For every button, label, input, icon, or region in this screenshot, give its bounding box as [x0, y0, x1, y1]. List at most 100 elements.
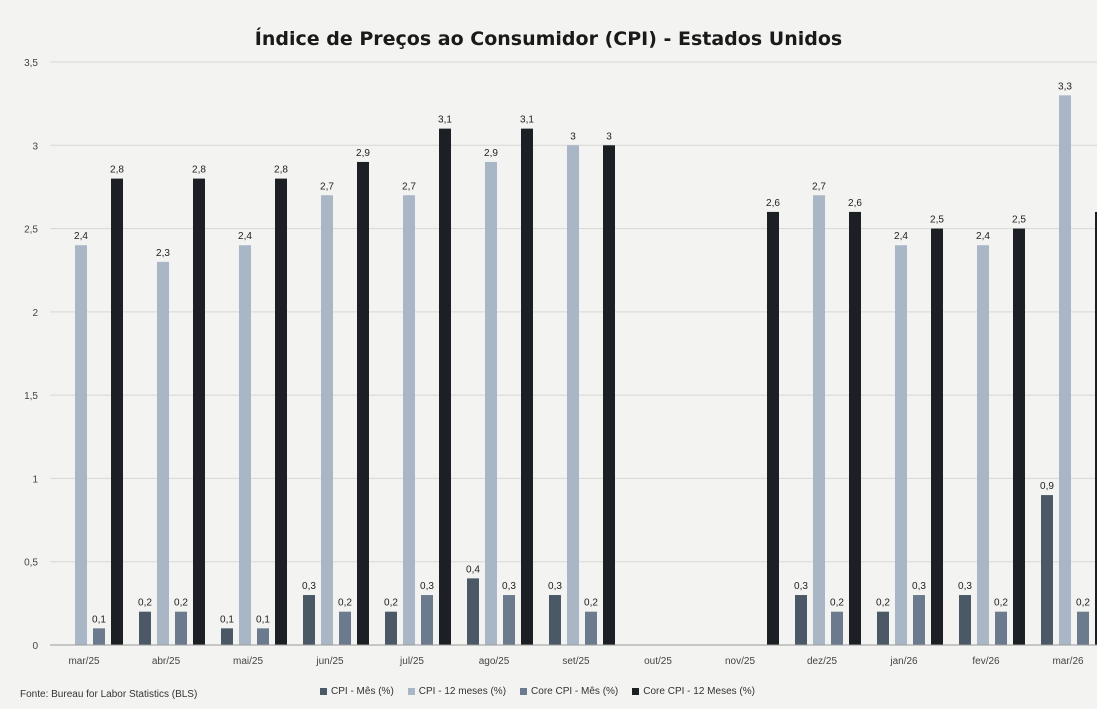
source-note: Fonte: Bureau for Labor Statistics (BLS): [20, 689, 198, 700]
legend-swatch: [520, 688, 528, 695]
bar: [421, 595, 433, 645]
y-tick-label: 3,5: [24, 58, 38, 69]
data-label: 2,5: [1012, 215, 1026, 226]
x-tick-label: jan/26: [889, 656, 918, 667]
data-label: 0,3: [502, 581, 516, 592]
bar: [303, 595, 315, 645]
y-tick-label: 2,5: [24, 225, 38, 236]
data-label: 2,7: [320, 181, 334, 192]
data-label: 0,2: [584, 598, 598, 609]
bar: [239, 245, 251, 645]
bar: [995, 611, 1007, 645]
bar: [503, 595, 515, 645]
data-label: 0,2: [174, 598, 188, 609]
bar: [931, 228, 943, 646]
y-tick-label: 3: [32, 141, 38, 152]
bar: [321, 195, 333, 645]
bar: [175, 611, 187, 645]
legend-item-core-mes: Core CPI - Mês (%): [520, 686, 618, 697]
bar: [339, 611, 351, 645]
data-label: 3: [570, 131, 576, 142]
bar: [221, 628, 233, 645]
bar: [549, 595, 561, 645]
bar: [813, 195, 825, 645]
data-label: 0,3: [958, 581, 972, 592]
bar: [1013, 228, 1025, 646]
x-tick-label: fev/26: [972, 656, 1000, 667]
bar: [111, 178, 123, 645]
y-tick-label: 0: [32, 641, 38, 652]
data-label: 2,7: [812, 181, 826, 192]
bar: [403, 195, 415, 645]
data-label: 0,9: [1040, 481, 1054, 492]
legend-label: Core CPI - Mês (%): [531, 686, 619, 697]
data-label: 3,1: [520, 115, 534, 126]
data-label: 2,8: [274, 165, 288, 176]
data-label: 2,6: [766, 198, 780, 209]
data-label: 0,1: [256, 614, 270, 625]
data-label: 0,3: [912, 581, 926, 592]
data-label: 2,7: [402, 181, 416, 192]
data-label: 0,2: [1076, 598, 1090, 609]
data-label: 0,2: [876, 598, 890, 609]
data-label: 2,4: [238, 231, 252, 242]
bar: [139, 611, 151, 645]
data-label: 0,2: [338, 598, 352, 609]
y-tick-label: 1: [32, 474, 38, 485]
bar: [567, 145, 579, 646]
bar: [603, 145, 615, 646]
data-label: 0,3: [302, 581, 316, 592]
bar: [877, 611, 889, 645]
data-label: 0,2: [994, 598, 1008, 609]
legend-item-cpi-12m: CPI - 12 meses (%): [407, 686, 507, 697]
data-label: 0,1: [220, 614, 234, 625]
bar: [1095, 211, 1097, 645]
data-label: 0,4: [466, 564, 480, 575]
x-tick-label: mar/25: [68, 656, 100, 667]
legend-swatch: [407, 688, 415, 695]
y-tick-label: 2: [32, 308, 38, 319]
x-tick-label: nov/25: [725, 656, 755, 667]
data-label: 2,6: [848, 198, 862, 209]
bar: [959, 595, 971, 645]
bar: [913, 595, 925, 645]
bar: [157, 261, 169, 645]
x-tick-label: set/25: [562, 656, 590, 667]
legend: CPI - Mês (%) CPI - 12 meses (%) Core CP…: [320, 686, 755, 697]
bar: [831, 611, 843, 645]
data-label: 2,8: [110, 165, 124, 176]
data-label: 2,9: [484, 148, 498, 159]
bar: [485, 161, 497, 645]
bar: [521, 128, 533, 646]
bar: [1077, 611, 1089, 645]
data-label: 2,4: [894, 231, 908, 242]
legend-label: CPI - Mês (%): [331, 686, 394, 697]
legend-item-core-12m: Core CPI - 12 Meses (%): [632, 686, 755, 697]
bar: [895, 245, 907, 645]
legend-label: Core CPI - 12 Meses (%): [643, 686, 755, 697]
bar: [439, 128, 451, 646]
data-label: 0,2: [138, 598, 152, 609]
data-label: 3,1: [438, 115, 452, 126]
x-tick-label: mar/26: [1052, 656, 1084, 667]
bar: [357, 161, 369, 645]
bar: [385, 611, 397, 645]
x-tick-label: jul/25: [399, 656, 424, 667]
chart-title: Índice de Preços ao Consumidor (CPI) - E…: [254, 28, 843, 50]
x-tick-label: abr/25: [152, 656, 181, 667]
bar: [467, 578, 479, 645]
bar: [93, 628, 105, 645]
bar: [795, 595, 807, 645]
legend-item-cpi-mes: CPI - Mês (%): [320, 686, 394, 697]
x-tick-label: out/25: [644, 656, 672, 667]
data-label: 2,9: [356, 148, 370, 159]
legend-label: CPI - 12 meses (%): [418, 686, 507, 697]
x-tick-label: jun/25: [315, 656, 344, 667]
data-label: 0,2: [830, 598, 844, 609]
data-label: 2,4: [74, 231, 88, 242]
bar: [767, 211, 779, 645]
data-label: 0,3: [548, 581, 562, 592]
legend-swatch: [632, 688, 640, 695]
